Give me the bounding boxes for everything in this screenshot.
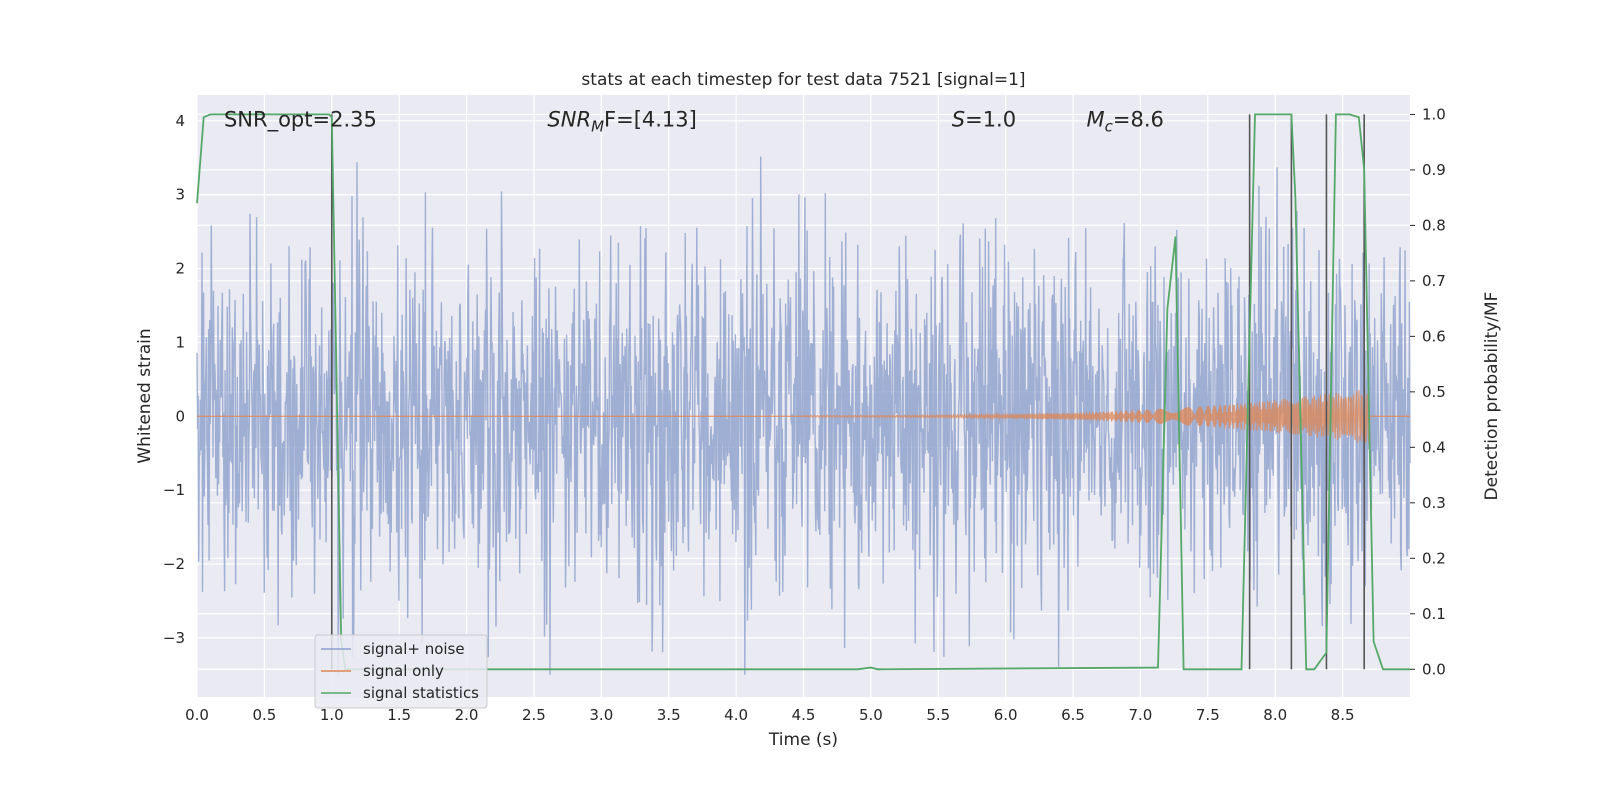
annotation-mc-sub: c (1105, 117, 1114, 135)
x-tick-label: 8.0 (1263, 706, 1287, 724)
y-left-tick-label: −1 (163, 481, 185, 499)
y-right-tick-label: 0.3 (1422, 494, 1446, 512)
x-tick-label: 1.0 (320, 706, 344, 724)
y-right-tick-label: 0.9 (1422, 161, 1446, 179)
y-right-tick-label: 0.5 (1422, 383, 1446, 401)
legend: signal+ noise signal only signal statist… (314, 634, 488, 709)
y-right-tick-label: 0.0 (1422, 660, 1446, 678)
annotation-s-main: S (952, 107, 965, 131)
y-left-tick-label: −3 (163, 629, 185, 647)
y-right-tick-label: 0.6 (1422, 327, 1446, 345)
y-axis-right-ticks: 0.0 0.1 0.2 0.3 0.4 0.5 0.6 0.7 0.8 0.9 1.0 (1410, 105, 1446, 678)
y-left-tick-label: 4 (175, 112, 185, 130)
statistics-trace (196, 113, 1410, 671)
annotation-snr-mf: SNRMF=[4.13] (547, 107, 696, 135)
x-tick-label: 0.5 (252, 706, 276, 724)
chart-title: stats at each timestep for test data 752… (581, 70, 1025, 90)
x-tick-label: 2.5 (522, 706, 546, 724)
y-axis-left-label: Whitened strain (135, 328, 155, 463)
y-axis-left-ticks: −3 −2 −1 0 1 2 3 4 (163, 112, 185, 647)
x-tick-label: 4.5 (792, 706, 816, 724)
x-tick-label: 7.0 (1129, 706, 1153, 724)
annotation-snr-mf-main: SNR (547, 107, 591, 131)
x-axis-ticks: 0.0 0.5 1.0 1.5 2.0 2.5 3.0 3.5 4.0 4.5 5.0 5.5 6.0 6… (185, 706, 1354, 724)
y-right-tick-label: 0.7 (1422, 272, 1446, 290)
annotation-mc: Mc=8.6 (1087, 107, 1164, 135)
noise-trace (196, 156, 1411, 675)
annotation-mc-main: M (1087, 107, 1105, 131)
x-tick-label: 1.5 (387, 706, 411, 724)
annotations: SNR_opt=2.35 SNRMF=[4.13] S=1.0 Mc=8.6 (224, 107, 1164, 135)
x-tick-label: 6.0 (994, 706, 1018, 724)
x-tick-label: 8.5 (1331, 706, 1355, 724)
legend-label-signal-statistics: signal statistics (363, 684, 479, 702)
y-right-tick-label: 1.0 (1422, 105, 1446, 123)
x-tick-label: 7.5 (1196, 706, 1220, 724)
series-signal-noise (196, 156, 1411, 675)
y-right-tick-label: 0.1 (1422, 605, 1446, 623)
annotation-s: S=1.0 (952, 107, 1016, 131)
annotation-snr-mf-rest: F=[4.13] (604, 107, 697, 131)
y-left-tick-label: −2 (163, 555, 185, 573)
annotation-s-rest: =1.0 (965, 107, 1016, 131)
y-right-tick-label: 0.2 (1422, 549, 1446, 567)
y-left-tick-label: 2 (175, 260, 185, 278)
x-tick-label: 6.5 (1061, 706, 1085, 724)
legend-box (314, 634, 488, 709)
x-axis-label: Time (s) (768, 730, 838, 750)
x-tick-label: 4.0 (724, 706, 748, 724)
y-left-tick-label: 1 (175, 333, 185, 351)
x-tick-label: 5.0 (859, 706, 883, 724)
x-tick-label: 2.0 (455, 706, 479, 724)
signal-trace (197, 388, 1411, 444)
x-tick-label: 0.0 (185, 706, 209, 724)
y-left-tick-label: 3 (175, 186, 185, 204)
x-tick-label: 3.5 (657, 706, 681, 724)
y-right-tick-label: 0.4 (1422, 438, 1446, 456)
annotation-snr-mf-sub: M (591, 117, 604, 135)
vertical-markers (330, 114, 1365, 670)
annotation-mc-rest: =8.6 (1113, 107, 1164, 131)
series-signal-statistics (196, 113, 1410, 671)
legend-label-signal-noise: signal+ noise (363, 640, 465, 658)
y-right-tick-label: 0.8 (1422, 216, 1446, 234)
legend-label-signal-only: signal only (363, 662, 444, 680)
x-tick-label: 5.5 (926, 706, 950, 724)
x-tick-label: 3.0 (589, 706, 613, 724)
series-signal-only (197, 388, 1411, 444)
y-axis-right-label: Detection probability/MF (1482, 292, 1502, 501)
annotation-snr-opt: SNR_opt=2.35 (224, 107, 377, 132)
y-left-tick-label: 0 (175, 407, 185, 425)
